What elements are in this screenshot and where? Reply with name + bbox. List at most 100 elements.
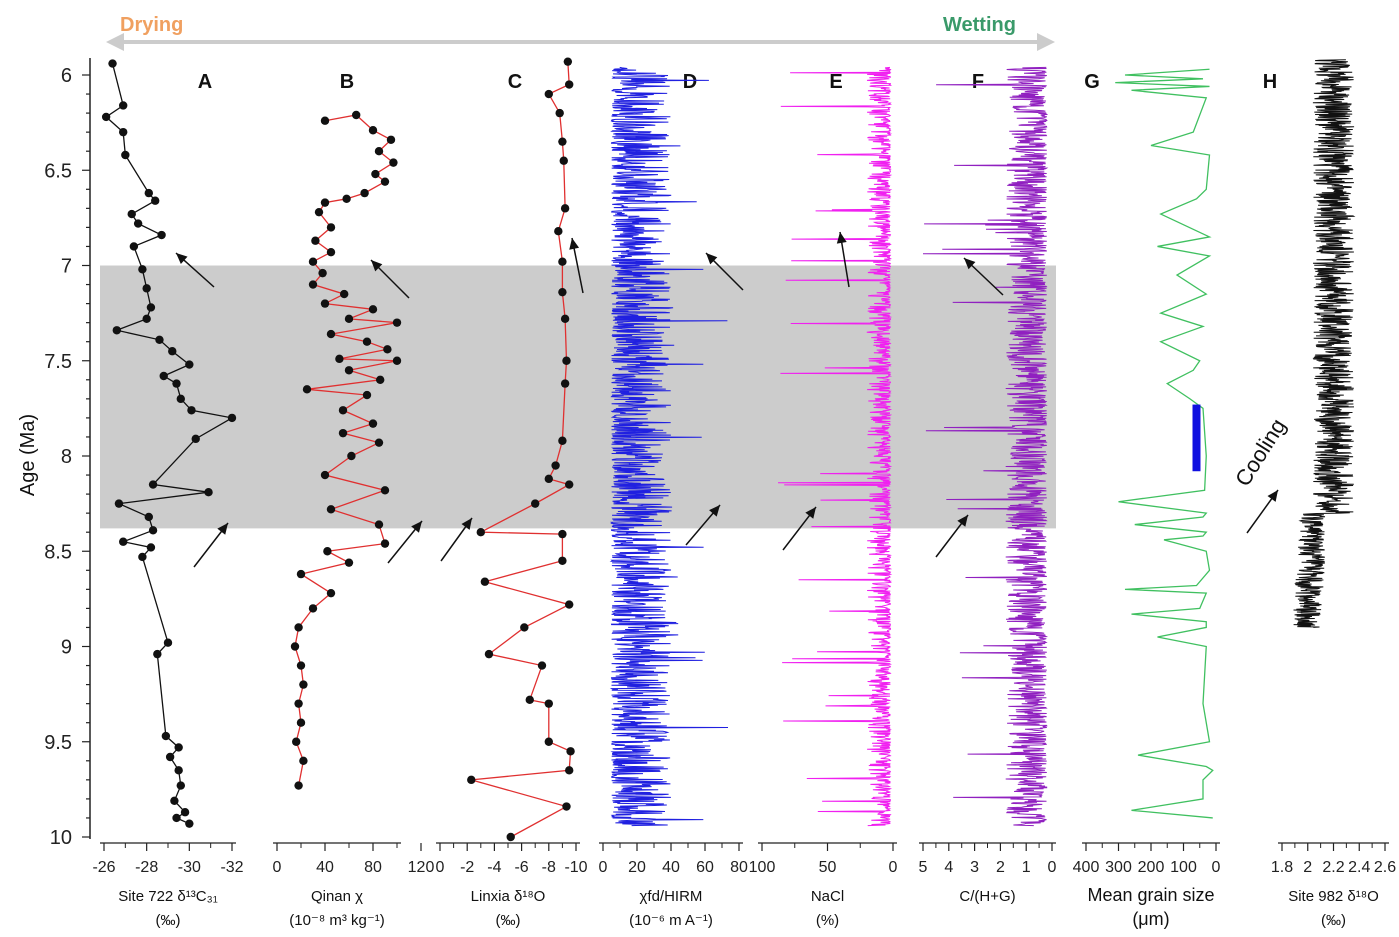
panel-G-xlabel: Mean grain size bbox=[1087, 885, 1214, 905]
panel-C-point bbox=[560, 314, 570, 324]
panel-B-point bbox=[344, 558, 354, 567]
panel-H-tick-label: 1.8 bbox=[1271, 859, 1293, 876]
panel-A-tick-label: -32 bbox=[220, 859, 243, 876]
panel-H-tick-label: 2.4 bbox=[1348, 859, 1370, 876]
panel-A-point bbox=[112, 326, 122, 335]
panel-B-point bbox=[326, 588, 336, 598]
panel-A-point bbox=[176, 781, 185, 790]
panel-letter-B: B bbox=[340, 71, 354, 93]
panel-C-point bbox=[558, 257, 567, 266]
age-tick-label: 7 bbox=[61, 256, 72, 278]
panel-G-tick-label: 200 bbox=[1138, 859, 1165, 876]
panel-C-tick-label: -8 bbox=[542, 859, 556, 876]
panel-F-tick-label: 5 bbox=[919, 859, 928, 876]
panel-A-tick-label: -30 bbox=[178, 859, 201, 876]
trend-arrow-head bbox=[957, 515, 968, 527]
banner-right-arrowhead bbox=[1037, 33, 1055, 51]
panel-A-point bbox=[174, 766, 183, 775]
panel-letter-C: C bbox=[508, 71, 522, 93]
age-tick-label: 6.5 bbox=[44, 160, 72, 182]
panel-G-tick-label: 300 bbox=[1105, 859, 1132, 876]
panel-B-point bbox=[344, 366, 354, 375]
panel-B-tick-label: 120 bbox=[408, 859, 435, 876]
panel-C-point bbox=[506, 832, 515, 842]
trend-arrow-head bbox=[461, 518, 472, 530]
panel-H-xlabel: Site 982 δ¹⁸O bbox=[1288, 888, 1379, 905]
panel-A-point bbox=[142, 314, 151, 324]
panel-B-point bbox=[380, 539, 390, 548]
panel-B: B 0 40 80 120 Qinan χ (10⁻⁸ m³ kg⁻¹) bbox=[273, 71, 435, 929]
panel-B-point bbox=[296, 718, 306, 727]
panel-F-series-line bbox=[922, 66, 1049, 827]
panel-C-tick-label: -6 bbox=[514, 859, 528, 876]
trend-arrow-head bbox=[176, 253, 188, 265]
panel-C-tick-label: -4 bbox=[487, 859, 501, 876]
panel-C-point bbox=[476, 528, 485, 537]
grain-size-marker-bar bbox=[1192, 404, 1201, 472]
panel-C-point bbox=[544, 474, 553, 484]
panel-H: H 1.8 2 2.2 2.4 2.6 Site 982 δ¹⁸O (‰) Cooling bbox=[1230, 59, 1396, 929]
panel-G-tick-label: 400 bbox=[1073, 859, 1100, 876]
panel-B-point bbox=[347, 451, 356, 461]
panel-A-point bbox=[172, 813, 181, 823]
panel-F-tick-label: 4 bbox=[944, 859, 953, 876]
panel-B-xlabel: Qinan χ bbox=[311, 888, 363, 905]
panel-C-xlabel-unit: (‰) bbox=[496, 912, 521, 929]
trend-arrow-head bbox=[411, 521, 422, 533]
panel-C-tick-label: 0 bbox=[436, 859, 445, 876]
panel-A-point bbox=[157, 230, 166, 240]
panel-A-xlabel-unit: (‰) bbox=[156, 912, 181, 929]
panel-E-tick-label: 0 bbox=[889, 859, 898, 876]
panel-letter-H: H bbox=[1263, 71, 1277, 93]
panel-B-point bbox=[389, 158, 398, 167]
panel-B-point bbox=[326, 329, 336, 339]
panel-C-point bbox=[484, 649, 494, 659]
panel-C-point bbox=[555, 108, 564, 118]
panel-B-point bbox=[320, 198, 330, 207]
panel-B-point bbox=[299, 680, 308, 689]
panel-letter-F: F bbox=[972, 71, 984, 93]
panel-A-point bbox=[144, 188, 153, 198]
panel-B-point bbox=[326, 223, 336, 232]
panel-A-point bbox=[121, 150, 130, 160]
panel-A-point bbox=[185, 360, 194, 369]
panel-B-point bbox=[386, 135, 396, 144]
panel-C-point bbox=[544, 737, 553, 746]
trend-arrow-head bbox=[569, 238, 580, 250]
panel-B-point bbox=[368, 305, 378, 314]
panel-D-xlabel-unit: (10⁻⁶ m A⁻¹) bbox=[629, 912, 713, 929]
panel-A-point bbox=[161, 731, 171, 741]
age-tick-label: 9 bbox=[61, 637, 72, 659]
panel-B-point bbox=[392, 318, 402, 327]
panel-B-point bbox=[318, 268, 327, 278]
panel-E: E 100 50 0 NaCl (%) bbox=[749, 66, 898, 929]
panel-B-point bbox=[308, 280, 318, 289]
panel-C-point bbox=[563, 57, 573, 66]
panel-C-point bbox=[558, 287, 567, 297]
panel-B-point bbox=[344, 314, 354, 324]
panel-G-tick-label: 100 bbox=[1170, 859, 1197, 876]
panel-A-point bbox=[146, 543, 156, 552]
panel-B-point bbox=[323, 547, 332, 556]
panel-D-tick-label: 60 bbox=[696, 859, 714, 876]
trend-arrow-head bbox=[964, 258, 976, 270]
panel-C-point bbox=[544, 89, 553, 99]
panel-B-point bbox=[374, 147, 384, 156]
wetting-label: Wetting bbox=[943, 14, 1016, 36]
panel-A-point bbox=[159, 371, 168, 381]
panel-A-point bbox=[101, 112, 111, 122]
panel-F-tick-label: 3 bbox=[970, 859, 979, 876]
panel-C-point bbox=[525, 695, 534, 705]
panel-B-point bbox=[294, 623, 303, 632]
panel-B-point bbox=[368, 419, 378, 428]
panel-A-point bbox=[163, 638, 173, 647]
panel-letter-A: A bbox=[198, 71, 212, 93]
panel-F-tick-label: 2 bbox=[996, 859, 1005, 876]
panel-A-point bbox=[148, 526, 158, 535]
trend-arrow-head bbox=[706, 253, 718, 265]
panel-B-point bbox=[338, 428, 348, 438]
panel-B-point bbox=[392, 356, 402, 365]
panel-C-xlabel: Linxia δ¹⁸O bbox=[471, 888, 546, 905]
panel-C-point bbox=[560, 379, 570, 388]
panel-B-point bbox=[302, 385, 312, 394]
